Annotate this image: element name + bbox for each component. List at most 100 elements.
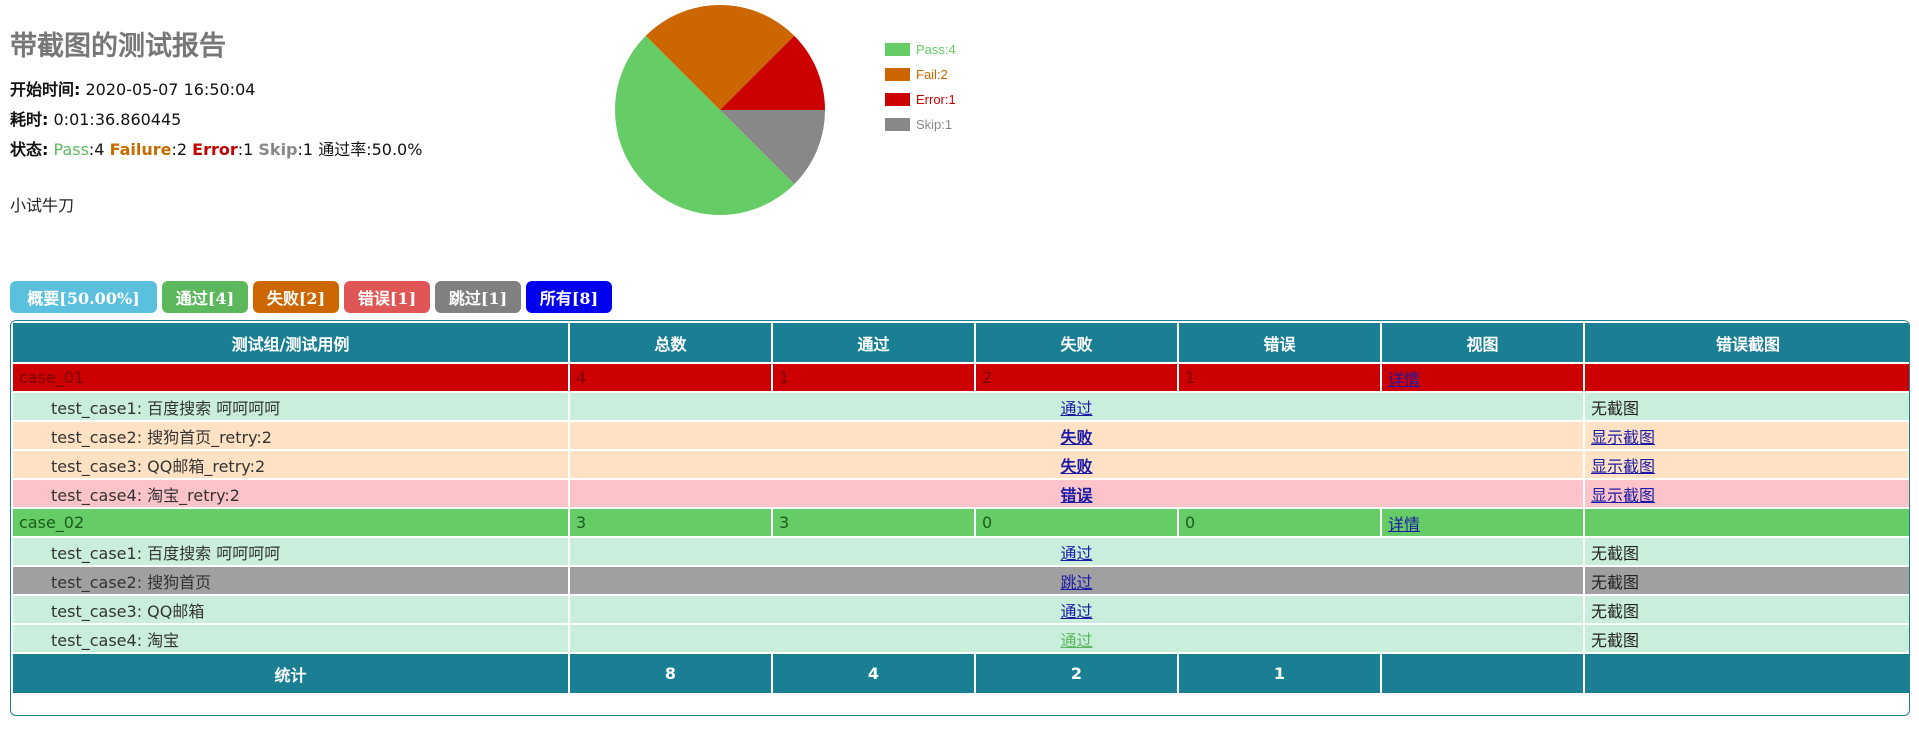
- summary-screenshot-cell: [1583, 652, 1909, 695]
- filter-skip-button[interactable]: 跳过[1]: [435, 281, 521, 313]
- group-total: 4: [568, 362, 773, 393]
- filter-error-button[interactable]: 错误[1]: [344, 281, 430, 313]
- legend-label-pass: Pass:4: [916, 42, 956, 57]
- case-result-link[interactable]: 跳过: [1060, 572, 1093, 592]
- filter-fail-button[interactable]: 失败[2]: [253, 281, 339, 313]
- case-name: test_case1: 百度搜索 呵呵呵呵: [11, 391, 570, 422]
- case-name: test_case2: 搜狗首页_retry:2: [11, 420, 570, 451]
- pie-slice-skip: [720, 110, 825, 185]
- group-pass: 1: [771, 362, 976, 393]
- table-row: test_case2: 搜狗首页 跳过 无截图: [11, 565, 1909, 596]
- group-name: case_01: [11, 362, 570, 393]
- col-header-case: 测试组/测试用例: [11, 321, 570, 364]
- error-count: :1: [237, 140, 254, 159]
- legend-label-skip: Skip:1: [916, 117, 952, 132]
- duration: 耗时: 0:01:36.860445: [10, 106, 181, 130]
- group-detail-link[interactable]: 详情: [1388, 369, 1421, 389]
- case-result-link[interactable]: 失败: [1060, 456, 1093, 476]
- table-row: test_case1: 百度搜索 呵呵呵呵 通过 无截图: [11, 536, 1909, 567]
- col-header-view: 视图: [1380, 321, 1585, 364]
- status-line: 状态: Pass:4 Failure:2 Error:1 Skip:1 通过率:…: [10, 136, 422, 160]
- summary-fail: 2: [974, 652, 1179, 695]
- duration-label: 耗时:: [10, 110, 49, 129]
- case-result-link[interactable]: 通过: [1060, 630, 1093, 650]
- pass-label: Pass: [53, 140, 89, 159]
- summary-pass: 4: [771, 652, 976, 695]
- case-name: test_case4: 淘宝_retry:2: [11, 478, 570, 509]
- group-screenshot-cell: [1583, 507, 1909, 538]
- case-result-link[interactable]: 通过: [1060, 601, 1093, 621]
- col-header-pass: 通过: [771, 321, 976, 364]
- status-label: 状态:: [10, 140, 49, 159]
- skip-label: Skip: [258, 140, 298, 159]
- result-table-container: 测试组/测试用例 总数 通过 失败 错误 视图 错误截图 case_01 4 1…: [10, 320, 1910, 716]
- page-title: 带截图的测试报告: [10, 31, 226, 62]
- summary-row: 统计 8 4 2 1: [11, 652, 1909, 695]
- group-error: 1: [1177, 362, 1382, 393]
- case-screenshot-link[interactable]: 显示截图: [1591, 485, 1656, 505]
- group-fail: 2: [974, 362, 1179, 393]
- case-result-link[interactable]: 通过: [1060, 543, 1093, 563]
- error-label: Error: [192, 140, 238, 159]
- case-result-link[interactable]: 错误: [1060, 485, 1093, 505]
- group-pass: 3: [771, 507, 976, 538]
- pie-slice-pass: [615, 35, 795, 215]
- col-header-error: 错误: [1177, 321, 1382, 364]
- report-description: 小试牛刀: [10, 196, 75, 215]
- case-name: test_case2: 搜狗首页: [11, 565, 570, 596]
- case-screenshot: 无截图: [1583, 391, 1909, 422]
- table-row: test_case3: QQ邮箱 通过 无截图: [11, 594, 1909, 625]
- pass-count: :4: [88, 140, 105, 159]
- group-row: case_01 4 1 2 1 详情: [11, 362, 1909, 393]
- duration-value: 0:01:36.860445: [53, 110, 182, 129]
- filter-pass-button[interactable]: 通过[4]: [162, 281, 248, 313]
- case-screenshot: 无截图: [1583, 565, 1909, 596]
- case-screenshot: 无截图: [1583, 536, 1909, 567]
- col-header-total: 总数: [568, 321, 773, 364]
- group-fail: 0: [974, 507, 1179, 538]
- start-time-value: 2020-05-07 16:50:04: [85, 80, 256, 99]
- group-screenshot-cell: [1583, 362, 1909, 393]
- case-name: test_case3: QQ邮箱_retry:2: [11, 449, 570, 480]
- legend-swatch-error: [885, 93, 910, 106]
- table-header-row: 测试组/测试用例 总数 通过 失败 错误 视图 错误截图: [11, 321, 1909, 364]
- legend-swatch-fail: [885, 68, 910, 81]
- table-row: test_case4: 淘宝 通过 无截图: [11, 623, 1909, 654]
- case-name: test_case4: 淘宝: [11, 623, 570, 654]
- col-header-screenshot: 错误截图: [1583, 321, 1909, 364]
- table-row: test_case1: 百度搜索 呵呵呵呵 通过 无截图: [11, 391, 1909, 422]
- case-name: test_case1: 百度搜索 呵呵呵呵: [11, 536, 570, 567]
- result-pie-chart: Pass:4 Fail:2 Error:1 Skip:1: [615, 5, 956, 215]
- summary-view-cell: [1380, 652, 1585, 695]
- case-screenshot: 无截图: [1583, 594, 1909, 625]
- table-row: test_case2: 搜狗首页_retry:2 失败 显示截图: [11, 420, 1909, 451]
- case-result-link[interactable]: 通过: [1060, 398, 1093, 418]
- filter-all-button[interactable]: 所有[8]: [526, 281, 612, 313]
- case-screenshot-link[interactable]: 显示截图: [1591, 456, 1656, 476]
- case-screenshot-link[interactable]: 显示截图: [1591, 427, 1656, 447]
- table-row: test_case3: QQ邮箱_retry:2 失败 显示截图: [11, 449, 1909, 480]
- legend-label-fail: Fail:2: [916, 67, 948, 82]
- start-time: 开始时间: 2020-05-07 16:50:04: [10, 76, 255, 100]
- pie-slice-fail: [645, 5, 795, 110]
- summary-error: 1: [1177, 652, 1382, 695]
- result-table: 测试组/测试用例 总数 通过 失败 错误 视图 错误截图 case_01 4 1…: [11, 321, 1909, 695]
- group-row: case_02 3 3 0 0 详情: [11, 507, 1909, 538]
- legend-swatch-pass: [885, 43, 910, 56]
- group-name: case_02: [11, 507, 570, 538]
- table-row: test_case4: 淘宝_retry:2 错误 显示截图: [11, 478, 1909, 509]
- col-header-fail: 失败: [974, 321, 1179, 364]
- summary-total: 8: [568, 652, 773, 695]
- case-screenshot: 无截图: [1583, 623, 1909, 654]
- legend-swatch-skip: [885, 118, 910, 131]
- case-result-link[interactable]: 失败: [1060, 427, 1093, 447]
- pie-slice-error: [720, 35, 825, 111]
- filter-summary-button[interactable]: 概要[50.00%]: [10, 281, 157, 313]
- case-name: test_case3: QQ邮箱: [11, 594, 570, 625]
- summary-label: 统计: [11, 652, 570, 695]
- failure-label: Failure: [109, 140, 172, 159]
- failure-count: :2: [171, 140, 188, 159]
- group-error: 0: [1177, 507, 1382, 538]
- group-detail-link[interactable]: 详情: [1388, 514, 1421, 534]
- start-time-label: 开始时间:: [10, 80, 81, 99]
